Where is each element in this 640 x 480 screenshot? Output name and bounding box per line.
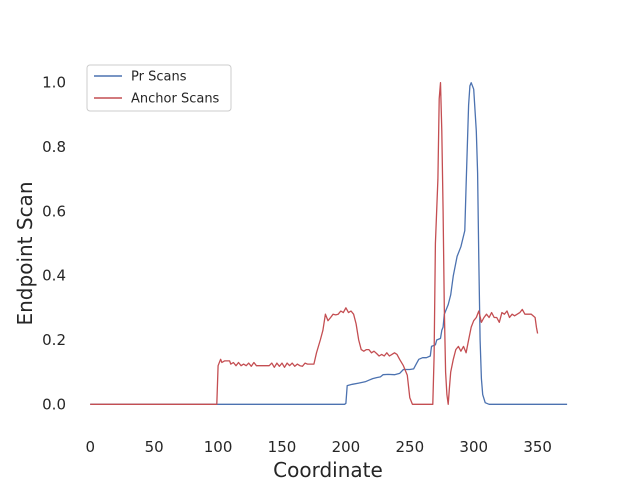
- y-axis-ticks: 0.0 0.2 0.4 0.6 0.8 1.0: [42, 74, 66, 414]
- x-tick-label: 100: [204, 438, 233, 456]
- x-tick-label: 250: [395, 438, 424, 456]
- x-axis-label: Coordinate: [273, 458, 383, 480]
- y-tick-label: 0.6: [42, 202, 66, 220]
- x-axis-ticks: 0 50 100 150 200 250 300 350: [85, 438, 552, 456]
- y-tick-label: 0.2: [42, 331, 66, 349]
- series-layer: [90, 82, 568, 405]
- y-tick-label: 0.0: [42, 395, 66, 413]
- y-tick-label: 0.4: [42, 267, 66, 285]
- x-tick-label: 150: [268, 438, 297, 456]
- y-tick-label: 0.8: [42, 138, 66, 156]
- legend-label: Anchor Scans: [131, 92, 220, 107]
- x-tick-label: 200: [332, 438, 361, 456]
- series-line-anchor-scans: [90, 82, 539, 405]
- x-tick-label: 300: [459, 438, 488, 456]
- series-line-pr-scans: [90, 82, 568, 405]
- legend-box: [86, 64, 232, 112]
- x-tick-label: 50: [145, 438, 164, 456]
- legend-label: Pr Scans: [131, 70, 187, 85]
- x-tick-label: 350: [523, 438, 552, 456]
- y-axis-label: Endpoint Scan: [13, 182, 37, 326]
- x-tick-label: 0: [85, 438, 95, 456]
- y-tick-label: 1.0: [42, 74, 66, 92]
- legend: Pr Scans Anchor Scans: [86, 64, 232, 112]
